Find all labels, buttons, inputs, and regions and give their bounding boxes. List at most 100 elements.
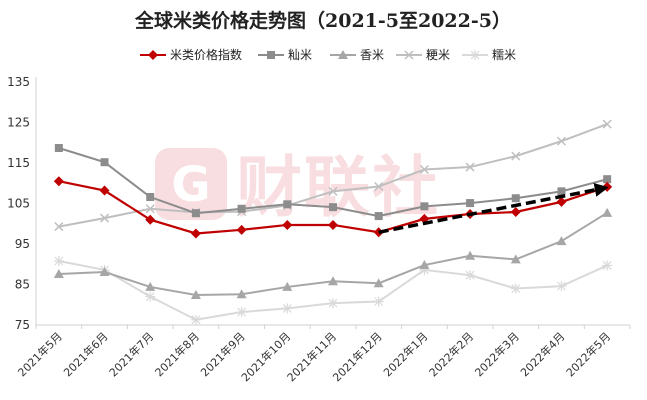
data-point: [145, 281, 156, 291]
data-point: [236, 224, 247, 235]
x-tick-label: 2022年3月: [472, 329, 522, 379]
data-point: [419, 164, 429, 175]
data-point: [145, 204, 155, 214]
data-point: [374, 212, 383, 221]
data-point: [329, 203, 337, 212]
legend-marker: [404, 50, 414, 60]
data-point: [373, 278, 384, 288]
data-point: [99, 185, 110, 196]
data-point: [283, 200, 292, 209]
y-tick-label: 115: [7, 156, 30, 170]
x-tick-label: 2022年5月: [563, 329, 613, 379]
data-point: [556, 281, 567, 292]
legend-label: 籼米: [288, 48, 312, 62]
x-tick-label: 2021年7月: [106, 329, 156, 379]
legend-entry: 米类价格指数: [140, 47, 242, 62]
data-point: [282, 303, 293, 314]
data-point: [54, 144, 63, 153]
data-point: [282, 281, 293, 291]
data-point: [145, 291, 156, 302]
data-point: [190, 228, 201, 239]
legend-entry: 籼米: [258, 48, 312, 62]
data-point: [510, 283, 521, 294]
y-tick-label: 125: [7, 116, 30, 130]
legend-entry: 糯米: [462, 48, 516, 62]
data-point: [100, 213, 110, 223]
series-2: [54, 144, 612, 221]
x-tick-label: 2021年6月: [60, 329, 110, 379]
legend-marker: [148, 50, 158, 60]
data-point: [602, 207, 613, 217]
data-point: [190, 290, 201, 300]
legend-marker: [267, 51, 275, 59]
data-point: [54, 222, 64, 232]
data-point: [557, 187, 566, 196]
data-point: [328, 186, 338, 196]
legend-entry: 粳米: [396, 48, 450, 62]
data-point: [556, 136, 566, 146]
data-point: [146, 193, 155, 202]
series-5: [53, 256, 613, 325]
x-tick-label: 2021年5月: [15, 329, 65, 379]
watermark-badge-letter: G: [171, 157, 210, 213]
legend-marker: [338, 50, 348, 59]
data-point: [465, 162, 475, 172]
data-point: [236, 307, 247, 318]
series-3: [53, 207, 613, 300]
x-tick-label: 2022年2月: [426, 329, 476, 379]
legend-entry: 香米: [330, 48, 384, 62]
x-tick-label: 2021年12月: [330, 329, 385, 384]
data-point: [420, 202, 429, 211]
data-point: [465, 250, 476, 260]
data-point: [602, 119, 612, 129]
legend-label: 粳米: [426, 48, 450, 62]
data-point: [556, 236, 567, 246]
data-point: [511, 151, 521, 161]
data-point: [419, 264, 430, 275]
data-point: [191, 209, 200, 218]
y-tick-label: 135: [7, 75, 30, 89]
data-point: [466, 199, 475, 208]
axes: 7585951051151251352021年5月2021年6月2021年7月2…: [7, 75, 631, 384]
data-point: [99, 266, 110, 276]
data-point: [511, 194, 520, 203]
legend-marker: [470, 50, 480, 60]
trend-arrow: [378, 183, 609, 234]
y-tick-label: 75: [15, 318, 30, 332]
data-point: [237, 204, 246, 213]
data-point: [328, 219, 338, 230]
y-tick-label: 85: [15, 278, 30, 292]
x-tick-label: 2021年9月: [198, 329, 248, 379]
data-point: [190, 314, 201, 325]
data-point: [602, 260, 613, 271]
watermark-badge: [155, 148, 227, 220]
data-point: [236, 289, 247, 299]
data-point: [328, 298, 338, 309]
data-point: [53, 256, 64, 267]
series-line: [58, 260, 608, 321]
data-point: [510, 207, 521, 218]
y-tick-label: 95: [15, 237, 30, 251]
chart-title: 全球米类价格走势图（2021-5至2022-5）: [134, 9, 511, 32]
data-point: [145, 214, 156, 225]
watermark-text: 财联社: [236, 149, 440, 226]
data-point: [373, 296, 384, 307]
data-point: [556, 196, 567, 207]
data-point: [100, 158, 109, 167]
data-point: [465, 270, 476, 281]
data-point: [53, 268, 64, 278]
data-point: [602, 181, 613, 192]
legend-label: 香米: [360, 48, 384, 62]
data-point: [419, 260, 430, 270]
legend-label: 糯米: [492, 48, 516, 62]
data-point: [53, 176, 64, 187]
x-tick-label: 2022年4月: [517, 329, 567, 379]
legend: 米类价格指数 籼米 香米 粳米 糯米: [140, 47, 516, 62]
data-point: [603, 175, 612, 184]
legend-label: 米类价格指数: [170, 47, 242, 62]
data-point: [282, 219, 293, 230]
data-point: [374, 181, 384, 192]
x-tick-label: 2022年1月: [380, 329, 430, 379]
trend-arrow-line: [378, 183, 609, 234]
